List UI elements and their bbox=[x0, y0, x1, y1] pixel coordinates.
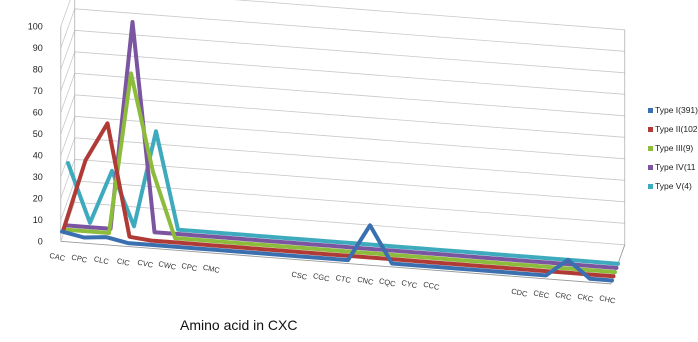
x-tick-label: CQC bbox=[378, 276, 397, 288]
y-tick-label: 30 bbox=[33, 172, 43, 182]
y-tick-label: 20 bbox=[33, 193, 43, 203]
x-tick-label: CHC bbox=[598, 293, 616, 305]
x-tick-label: CMC bbox=[202, 263, 221, 275]
series-line bbox=[61, 121, 616, 279]
legend-label: Type V(4) bbox=[655, 181, 692, 191]
chart-walls bbox=[60, 0, 626, 285]
legend-swatch bbox=[648, 146, 653, 151]
gridline bbox=[60, 180, 625, 224]
x-tick-label: CDC bbox=[510, 287, 528, 299]
x-tick-label: CPC bbox=[71, 253, 89, 265]
gridline bbox=[60, 29, 625, 74]
x-tick-label: CCC bbox=[422, 280, 440, 292]
gridline bbox=[60, 8, 625, 52]
x-tick-label: CNC bbox=[356, 275, 374, 287]
gridline bbox=[60, 0, 625, 31]
legend-swatch bbox=[648, 108, 653, 113]
y-tick-label: 70 bbox=[33, 86, 43, 96]
y-tick-label: 100 bbox=[28, 21, 43, 31]
series-lines bbox=[60, 20, 620, 283]
x-tick-label: CKC bbox=[577, 292, 595, 304]
x-tick-label: CAC bbox=[49, 251, 67, 263]
series-line bbox=[66, 129, 620, 266]
x-tick-label: CIC bbox=[116, 256, 131, 268]
x-tick-label: CGC bbox=[312, 271, 331, 283]
legend-label: Type II(102 bbox=[655, 124, 698, 134]
legend-label: Type IV(11 bbox=[655, 162, 696, 172]
x-tick-label: CWC bbox=[158, 259, 178, 272]
y-tick-label: 40 bbox=[33, 150, 43, 160]
legend-swatch bbox=[648, 184, 653, 189]
y-tick-label: 10 bbox=[33, 215, 43, 225]
y-tick-label: 0 bbox=[38, 236, 43, 246]
x-tick-label: CPC bbox=[181, 261, 199, 273]
gridline bbox=[60, 51, 625, 95]
x-tick-label: CVC bbox=[137, 258, 155, 270]
y-axis-ticks: 0 10 20 30 40 50 60 70 80 90 100 bbox=[28, 21, 43, 246]
series-line bbox=[63, 71, 617, 275]
x-tick-label: CEC bbox=[533, 288, 551, 300]
y-tick-label: 80 bbox=[33, 64, 43, 74]
floor-edge bbox=[60, 240, 626, 285]
x-tick-label: CLC bbox=[93, 254, 110, 266]
series-line bbox=[60, 223, 614, 283]
legend-swatch bbox=[648, 127, 653, 132]
x-tick-label: CYC bbox=[401, 278, 419, 290]
legend-label: Type III(9) bbox=[655, 143, 693, 153]
y-tick-label: 50 bbox=[33, 129, 43, 139]
legend-label: Type I(391) bbox=[655, 105, 698, 115]
legend-swatch bbox=[648, 165, 653, 170]
y-tick-label: 60 bbox=[33, 107, 43, 117]
x-tick-label: CRC bbox=[554, 290, 572, 302]
series-line bbox=[64, 20, 619, 270]
x-axis-title: Amino acid in CXC bbox=[180, 317, 298, 333]
x-tick-label: CSC bbox=[291, 270, 309, 282]
legend: Type I(391) Type II(102 Type III(9) Type IV… bbox=[648, 105, 698, 191]
x-tick-label: CTC bbox=[335, 273, 353, 285]
gridline bbox=[60, 72, 625, 117]
y-tick-label: 90 bbox=[33, 43, 43, 53]
